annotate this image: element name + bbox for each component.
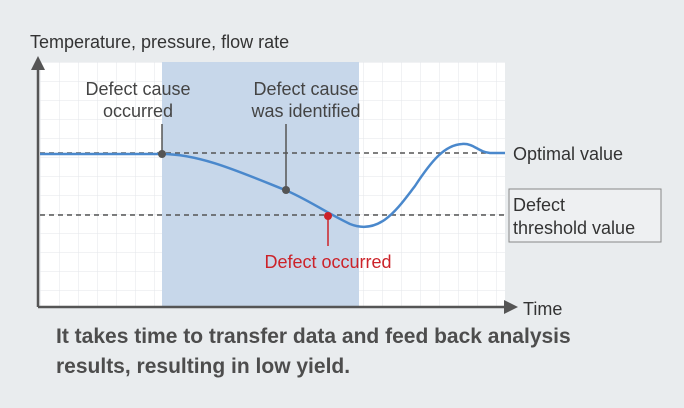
x-axis-arrowhead xyxy=(504,300,518,314)
cause-identified-label-line2: was identified xyxy=(250,101,360,121)
threshold-label-line2: threshold value xyxy=(513,218,635,238)
caption-line-1: It takes time to transfer data and feed … xyxy=(56,325,571,348)
defect-occurred-marker xyxy=(324,212,332,220)
cause-occurred-marker xyxy=(158,150,166,158)
cause-occurred-label-line1: Defect cause xyxy=(85,79,190,99)
optimal-value-label: Optimal value xyxy=(513,144,623,164)
threshold-label-box xyxy=(508,188,662,243)
cause-occurred-label-line2: occurred xyxy=(103,101,173,121)
threshold-label-line1: Defect xyxy=(513,195,565,215)
cause-identified-label-line1: Defect cause xyxy=(253,79,358,99)
x-axis-label: Time xyxy=(523,299,562,319)
caption: It takes time to transfer data and feed … xyxy=(56,322,666,382)
process-curve xyxy=(40,142,505,229)
shaded-delay-region xyxy=(162,62,359,307)
cause-identified-marker xyxy=(282,186,290,194)
caption-line-2: results, resulting in low yield. xyxy=(56,355,351,378)
y-axis-arrowhead xyxy=(31,56,45,70)
defect-occurred-label: Defect occurred xyxy=(264,252,391,272)
y-axis-label: Temperature, pressure, flow rate xyxy=(30,32,289,52)
